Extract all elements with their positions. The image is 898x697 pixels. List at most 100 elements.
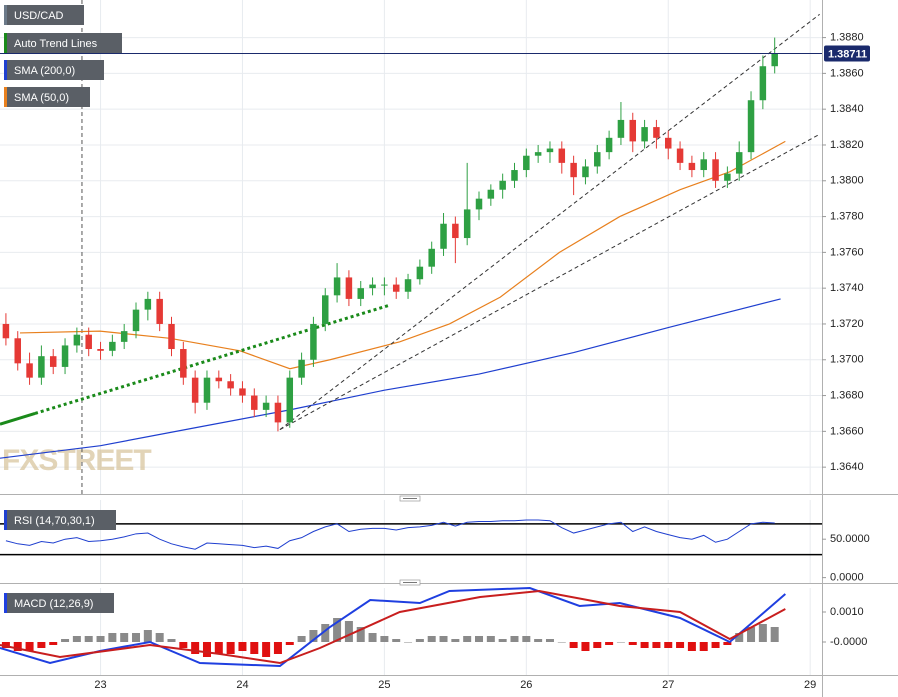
macd-histogram-bar (404, 642, 413, 643)
candle-body (298, 359, 305, 378)
macd-histogram-bar (676, 642, 685, 648)
x-tick-label: 23 (94, 679, 106, 691)
macd-histogram-bar (652, 642, 661, 648)
macd-histogram-bar (581, 642, 590, 651)
candle-body (85, 334, 92, 350)
macd-histogram-bar (758, 624, 767, 642)
macd-histogram-bar (522, 636, 531, 642)
macd-histogram-bar (214, 642, 223, 654)
pane-handle[interactable] (399, 579, 421, 586)
macd-histogram-bar (344, 621, 353, 642)
macd-histogram-bar (120, 633, 129, 642)
candle-body (499, 180, 506, 190)
macd-histogram-bar (427, 636, 436, 642)
candle-body (712, 159, 719, 181)
macd-histogram-bar (25, 642, 34, 651)
candle-body (605, 137, 613, 153)
candle-body (168, 323, 175, 350)
macd-histogram-bar (640, 642, 649, 648)
candle-body (440, 223, 447, 249)
macd-histogram-bar (84, 636, 93, 642)
macd-histogram-bar (1, 642, 10, 648)
macd-histogram-bar (61, 639, 70, 642)
macd-histogram-bar (380, 636, 389, 642)
candle-body (73, 334, 81, 346)
macd-histogram-bar (747, 627, 756, 642)
candle-body (286, 377, 294, 423)
macd-histogram-bar (321, 624, 330, 642)
candle-body (357, 288, 364, 299)
legend-item[interactable]: USD/CAD (4, 5, 84, 25)
candle-body (345, 277, 353, 299)
candle-body (653, 127, 660, 138)
pane-handle[interactable] (399, 495, 421, 502)
y-tick-label: 0.0000 (830, 572, 864, 584)
y-tick-label: -0.0000 (830, 636, 867, 648)
candle-body (144, 298, 152, 310)
macd-histogram-bar (143, 630, 152, 642)
macd-histogram-bar (155, 633, 164, 642)
macd-histogram-bar (191, 642, 200, 654)
candle-body (594, 152, 601, 167)
candle-body (582, 166, 589, 178)
macd-histogram-bar (711, 642, 720, 648)
legend-label: SMA (50,0) (14, 92, 69, 104)
macd-histogram-bar (486, 636, 495, 642)
sma-line (19, 140, 786, 370)
macd-histogram-bar (439, 636, 448, 642)
macd-histogram-bar (238, 642, 247, 651)
candle-body (747, 100, 755, 153)
macd-histogram-bar (356, 627, 365, 642)
macd-histogram-bar (664, 642, 673, 648)
legend-item[interactable]: Auto Trend Lines (4, 33, 122, 53)
legend-item[interactable]: RSI (14,70,30,1) (4, 510, 116, 530)
candle-body (676, 148, 684, 163)
x-tick-label: 27 (662, 679, 674, 691)
grid (0, 0, 822, 675)
candle-body (26, 363, 33, 378)
candle-body (416, 266, 424, 280)
y-tick-label: 1.3760 (830, 246, 864, 258)
candle-body (487, 189, 495, 199)
candle-body (700, 159, 707, 171)
macd-histogram-bar (475, 636, 484, 642)
macd-histogram-bar (415, 639, 424, 642)
candle-body (546, 148, 554, 153)
macd-histogram-bar (628, 642, 637, 645)
macd-histogram-bar (273, 642, 282, 654)
candle-body (49, 356, 57, 367)
candle-body (262, 402, 270, 410)
macd-histogram-bar (96, 636, 105, 642)
y-tick-label: 1.3840 (830, 103, 864, 115)
candle-body (38, 356, 45, 378)
candle-body (558, 148, 566, 163)
y-tick-label: 1.3720 (830, 318, 864, 330)
candle-body (369, 284, 376, 289)
candle-body (771, 53, 778, 67)
trend-line (279, 13, 820, 430)
candle-body (475, 198, 483, 210)
candle-body (404, 279, 412, 292)
macd-histogram-bar (250, 642, 259, 654)
candle-body (428, 248, 435, 267)
candle-body (132, 309, 140, 332)
macd-histogram-bar (723, 642, 732, 645)
macd-histogram-bar (72, 636, 81, 642)
candle-body (735, 152, 743, 174)
macd-histogram-bar (333, 618, 342, 642)
sma-line (0, 298, 781, 459)
macd-histogram-bar (545, 639, 554, 642)
macd-histogram-bar (37, 642, 46, 648)
legend-item[interactable]: MACD (12,26,9) (4, 593, 114, 613)
legend-item[interactable]: SMA (50,0) (4, 87, 90, 107)
candle-body (191, 377, 199, 403)
candle-body (215, 377, 223, 382)
legend-label: MACD (12,26,9) (14, 598, 93, 610)
trend-line (34, 303, 391, 415)
macd-histogram-bar (699, 642, 708, 651)
legend-item[interactable]: SMA (200,0) (4, 60, 104, 80)
candle-body (641, 127, 648, 142)
macd-histogram-bar (605, 642, 614, 645)
candle-body (534, 152, 542, 156)
